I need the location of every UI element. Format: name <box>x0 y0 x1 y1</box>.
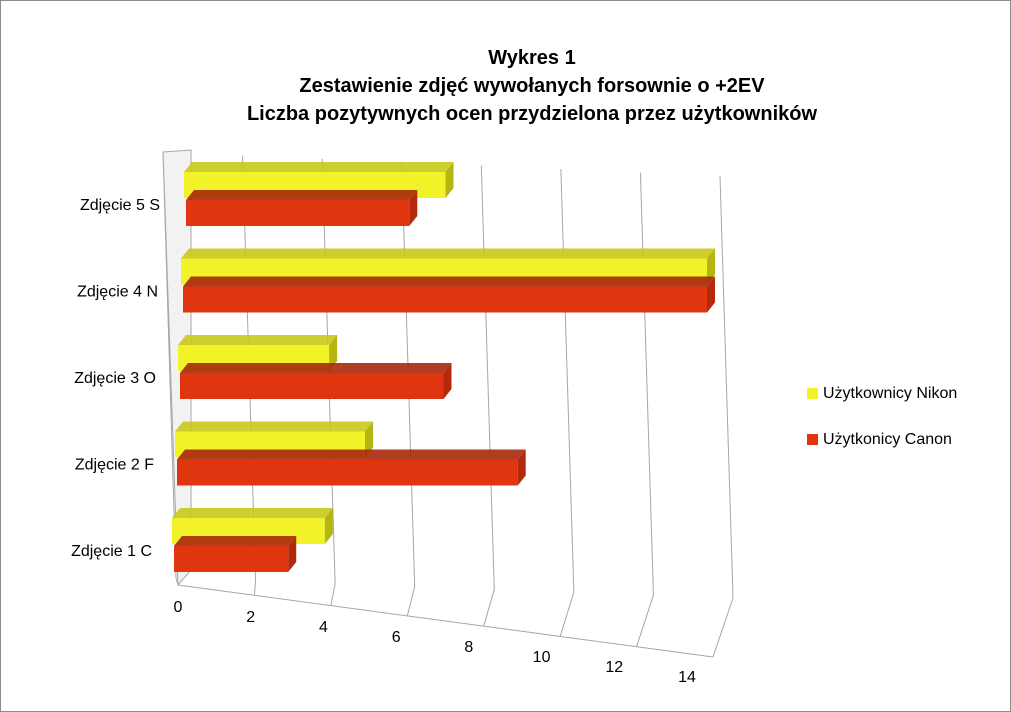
y-tick-label: Zdjęcie 4 N <box>77 284 158 301</box>
chart-title: Wykres 1 Zestawienie zdjęć wywołanych fo… <box>0 44 1011 128</box>
grid-line <box>483 589 495 627</box>
bar-side-nikon <box>707 248 715 285</box>
chart-title-line-2: Zestawienie zdjęć wywołanych forsownie o… <box>299 75 765 97</box>
bar-canon <box>183 286 707 313</box>
bar-top-canon <box>186 190 418 200</box>
legend-label-canon: Użytkonicy Canon <box>823 430 952 448</box>
grid-line <box>560 169 575 593</box>
chart-title-line-1: Wykres 1 <box>488 47 576 69</box>
chart-title-line-3: Liczba pozytywnych ocen przydzielona prz… <box>246 103 818 125</box>
bar-top-nikon <box>172 508 333 518</box>
bar-top-canon <box>180 363 452 373</box>
x-tick-label: 2 <box>246 609 255 626</box>
grid-line <box>330 583 336 606</box>
bar-side-canon <box>517 449 526 486</box>
grid-line <box>480 165 495 590</box>
bar-side-nikon <box>365 421 373 458</box>
grid-line <box>253 580 257 596</box>
bar-side-canon <box>443 363 452 399</box>
x-tick-label: 0 <box>174 599 183 616</box>
bar-top-nikon <box>181 248 715 259</box>
bar-side-nikon <box>445 162 454 198</box>
bar-canon <box>180 373 444 399</box>
legend: Użytkownicy Nikon Użytkonicy Canon <box>807 380 957 472</box>
bar-canon <box>186 200 410 226</box>
bar-side-canon <box>288 536 297 572</box>
x-tick-label: 12 <box>605 659 623 676</box>
grid-line <box>639 172 654 596</box>
legend-item-canon: Użytkonicy Canon <box>807 426 957 453</box>
x-tick-label: 8 <box>464 639 473 656</box>
legend-swatch-canon <box>807 434 818 445</box>
y-tick-label: Zdjęcie 3 O <box>74 370 156 387</box>
legend-swatch-nikon <box>807 388 818 399</box>
bar-side-canon <box>707 276 715 313</box>
bar-top-nikon <box>178 335 338 345</box>
bar-side-nikon <box>324 508 333 544</box>
legend-label-nikon: Użytkownicy Nikon <box>823 384 958 402</box>
bar-top-nikon <box>184 162 454 172</box>
grid-line <box>559 592 575 637</box>
bar-top-canon <box>177 449 526 460</box>
x-tick-label: 10 <box>533 649 551 666</box>
bar-side-canon <box>409 190 418 226</box>
y-tick-label: Zdjęcie 2 F <box>75 457 154 474</box>
grid-line <box>719 175 734 599</box>
x-tick-label: 4 <box>319 619 328 636</box>
bar-side-nikon <box>329 335 338 371</box>
y-tick-label: Zdjęcie 5 S <box>80 197 160 214</box>
grid-line <box>636 594 654 647</box>
grid-line <box>712 597 734 658</box>
bar-top-canon <box>183 276 715 287</box>
bar-canon <box>177 459 518 486</box>
bar-top-canon <box>174 536 297 546</box>
legend-item-nikon: Użytkownicy Nikon <box>807 380 957 407</box>
x-tick-label: 6 <box>392 629 401 646</box>
y-tick-label: Zdjęcie 1 C <box>71 543 152 560</box>
grid-line <box>406 586 416 616</box>
bar-top-nikon <box>175 421 373 432</box>
bar-canon <box>174 546 289 572</box>
x-tick-label: 14 <box>678 669 696 686</box>
x-axis-line <box>177 584 714 658</box>
